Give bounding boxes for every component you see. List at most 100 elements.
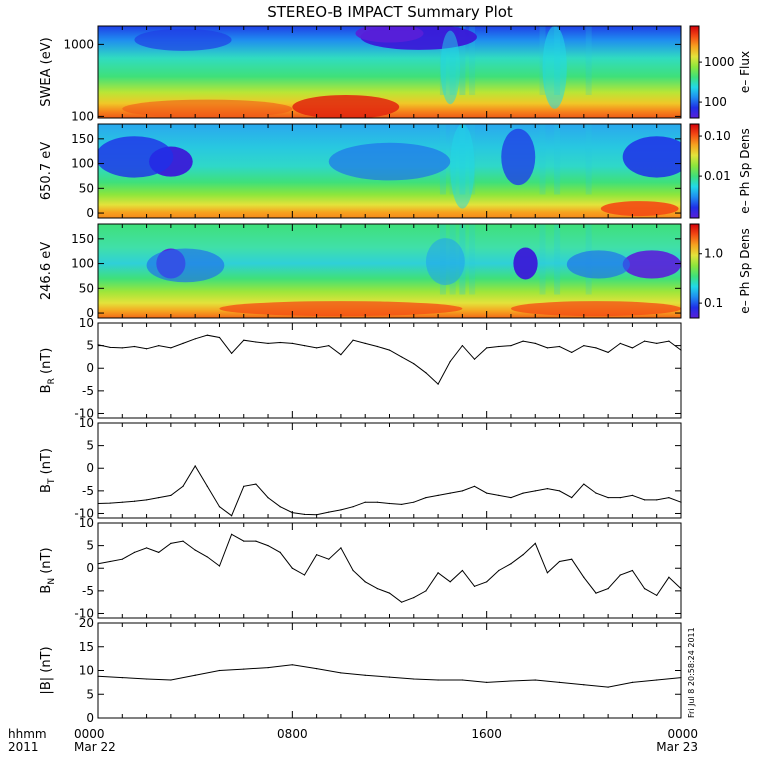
- data-point: [461, 679, 463, 681]
- heatmap-feature: [328, 142, 451, 181]
- y-tick-label: -5: [82, 484, 94, 498]
- data-point: [133, 551, 136, 554]
- data-point: [255, 540, 257, 542]
- data-point: [558, 560, 561, 563]
- timestamp-stamp: Fri Jul 8 20:58:24 2011: [687, 627, 696, 718]
- data-point: [619, 574, 621, 576]
- data-point: [279, 506, 281, 508]
- data-point: [133, 500, 136, 502]
- colorbar: [689, 223, 700, 319]
- data-point: [486, 681, 488, 683]
- data-point: [680, 501, 682, 503]
- y-tick-label: -10: [74, 506, 94, 520]
- data-point: [607, 351, 609, 354]
- data-point: [97, 344, 99, 346]
- data-point: [619, 497, 621, 499]
- data-point: [303, 513, 306, 515]
- data-point: [595, 492, 597, 494]
- data-point: [243, 668, 245, 670]
- data-point: [619, 342, 621, 344]
- data-point: [340, 509, 342, 511]
- data-point: [510, 497, 512, 499]
- data-point: [498, 569, 500, 572]
- data-point: [206, 556, 208, 558]
- data-point: [413, 678, 415, 680]
- heatmap-1: [98, 124, 681, 218]
- y-tick-label: 5: [86, 439, 94, 453]
- heatmap-streak: [459, 26, 466, 95]
- data-point: [121, 677, 123, 679]
- heatmap-feature: [510, 301, 681, 317]
- heatmap-streak: [539, 124, 546, 195]
- heatmap-streak: [585, 26, 592, 95]
- data-point: [340, 547, 342, 549]
- colorbar-tick-label: 1.0: [704, 247, 723, 261]
- data-point: [206, 485, 208, 487]
- data-point: [546, 347, 548, 349]
- colorbar-tick-label: 0.01: [704, 169, 731, 183]
- data-point: [303, 574, 306, 576]
- heatmap-feature: [219, 301, 463, 317]
- colorbar-tick-label: 1000: [704, 55, 735, 69]
- data-point: [243, 485, 245, 487]
- data-point: [425, 372, 427, 374]
- data-point: [352, 339, 354, 341]
- x-tick-date-label: Mar 23: [656, 740, 698, 754]
- data-point: [97, 563, 99, 565]
- data-point: [558, 490, 561, 492]
- data-point: [243, 339, 245, 341]
- data-point: [607, 686, 609, 688]
- x-tick-date-label: Mar 22: [74, 740, 116, 754]
- year-label: 2011: [8, 740, 39, 754]
- data-point: [631, 494, 634, 496]
- data-point: [376, 501, 378, 503]
- colorbar-tick-label: 100: [704, 95, 727, 109]
- data-point: [231, 533, 233, 535]
- data-point: [401, 503, 403, 506]
- data-point: [194, 338, 196, 340]
- data-point: [388, 502, 391, 505]
- y-tick-label: 150: [71, 232, 94, 246]
- data-point: [255, 341, 257, 343]
- data-point: [376, 587, 378, 590]
- data-point: [388, 676, 391, 678]
- data-point: [498, 494, 500, 496]
- data-point: [316, 668, 318, 670]
- panel-frame: [97, 322, 682, 419]
- data-point: [145, 499, 148, 501]
- data-point: [267, 667, 269, 669]
- data-point: [328, 345, 330, 347]
- y-tick-label: 0: [86, 206, 94, 220]
- y-tick-label: -5: [82, 384, 94, 398]
- heatmap-feature: [513, 247, 538, 280]
- data-point: [303, 345, 306, 347]
- data-point: [243, 540, 245, 542]
- x-tick-label: 0800: [277, 727, 308, 741]
- data-point: [328, 558, 330, 560]
- data-point: [558, 345, 561, 348]
- data-point: [218, 565, 221, 567]
- heatmap-streak: [469, 26, 476, 95]
- data-point: [680, 587, 682, 590]
- data-point: [656, 679, 658, 681]
- data-point: [182, 485, 184, 487]
- y-tick-label: 50: [79, 281, 94, 295]
- data-point: [182, 540, 184, 542]
- heatmap-0: [98, 26, 681, 118]
- data-point: [194, 465, 196, 467]
- y-tick-label: 0: [86, 711, 94, 725]
- y-tick-label: 50: [79, 181, 94, 195]
- panel-frame: [97, 522, 682, 619]
- data-point: [680, 349, 682, 351]
- data-point: [413, 501, 415, 503]
- y-tick-label: -5: [82, 584, 94, 598]
- data-point: [97, 502, 99, 505]
- data-point: [461, 345, 463, 347]
- data-point: [413, 363, 415, 365]
- data-point: [437, 572, 439, 574]
- data-point: [170, 347, 172, 349]
- x-tick-label: 0000: [74, 727, 105, 741]
- data-point: [364, 581, 366, 583]
- y-axis-label: 246.6 eV: [39, 242, 54, 300]
- data-point: [461, 490, 463, 492]
